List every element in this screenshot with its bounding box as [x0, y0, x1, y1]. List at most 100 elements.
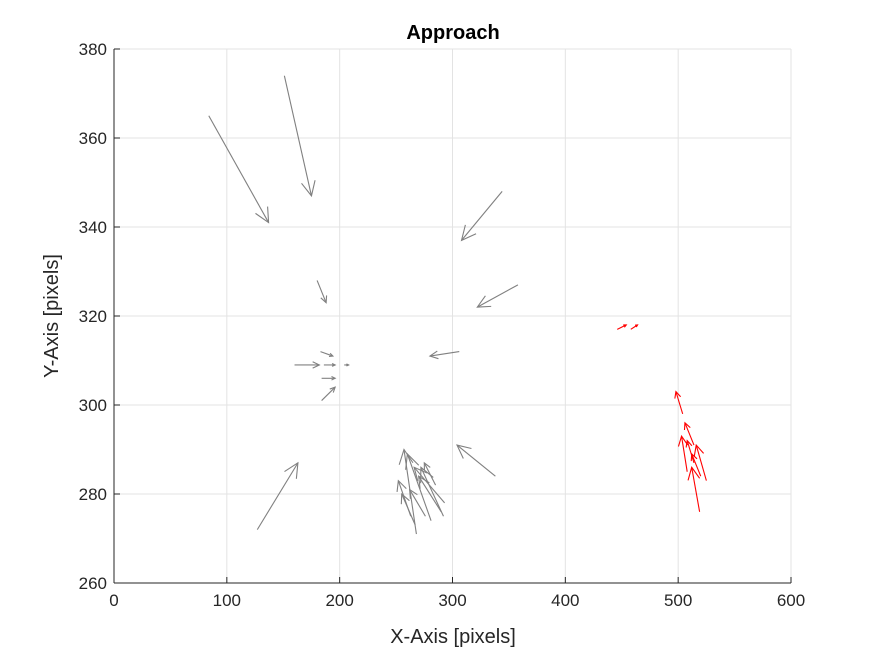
arrow-shaft	[630, 324, 638, 330]
grid-lines	[113, 48, 792, 584]
arrow	[405, 452, 432, 521]
arrow	[683, 421, 695, 446]
arrow	[476, 284, 519, 308]
arrow-head	[683, 421, 691, 431]
arrow-head	[690, 452, 698, 462]
arrow-head	[329, 386, 337, 393]
arrow-head	[400, 492, 410, 505]
y-tick-label: 280	[79, 485, 107, 504]
arrow-head	[693, 443, 705, 457]
arrow-head	[623, 324, 628, 328]
arrow-shaft	[429, 351, 460, 357]
y-axis-label: Y-Axis [pixels]	[41, 254, 63, 378]
arrow	[408, 488, 426, 517]
arrow-shaft	[208, 115, 270, 223]
arrow	[460, 191, 503, 242]
arrow	[208, 115, 270, 224]
arrow	[417, 475, 442, 513]
arrow-head	[476, 295, 492, 308]
x-tick-label: 200	[325, 591, 353, 610]
y-tick-label: 360	[79, 129, 107, 148]
x-tick-label: 400	[551, 591, 579, 610]
arrow	[687, 466, 701, 512]
arrow	[256, 461, 299, 530]
arrow	[283, 75, 316, 198]
arrow-head	[328, 352, 335, 358]
arrow-head	[331, 376, 337, 381]
y-tick-label: 380	[79, 40, 107, 59]
arrow-head	[396, 479, 407, 492]
arrow-head	[685, 439, 693, 448]
arrow-shaft	[423, 462, 437, 486]
arrow-shaft	[477, 284, 519, 308]
tick-labels: 0 100 200 300 400 500 600 260 280 300 320 340 360 380	[79, 40, 806, 610]
arrow-head	[687, 466, 701, 481]
arrow	[321, 376, 337, 381]
arrows	[208, 75, 707, 535]
arrow	[690, 452, 702, 477]
arrow-head	[312, 361, 321, 369]
arrow-shaft	[420, 467, 444, 517]
arrow-shaft	[691, 467, 701, 512]
arrow-head	[398, 448, 414, 465]
arrow	[320, 351, 335, 358]
arrow	[685, 439, 695, 464]
arrow	[677, 434, 689, 472]
arrow-shaft	[283, 75, 312, 196]
y-tick-label: 300	[79, 396, 107, 415]
arrow-head	[634, 324, 639, 328]
arrow	[396, 479, 412, 517]
arrow-head	[428, 350, 439, 360]
arrow-shaft	[461, 191, 503, 241]
arrow	[294, 361, 321, 369]
arrow-shaft	[256, 462, 299, 530]
arrow-head	[255, 206, 270, 224]
arrow-shaft	[681, 436, 688, 472]
arrow-head	[674, 390, 682, 399]
y-tick-label: 340	[79, 218, 107, 237]
arrow	[316, 280, 328, 304]
arrow	[674, 390, 684, 415]
arrow-head	[408, 488, 418, 499]
arrow-head	[677, 434, 689, 447]
arrow-shaft	[695, 444, 707, 481]
arrow-shaft	[456, 444, 496, 477]
arrow-shaft	[686, 440, 695, 464]
arrow	[321, 386, 337, 401]
arrow-shaft	[691, 453, 702, 477]
arrow-head	[456, 444, 472, 459]
arrow	[616, 324, 628, 330]
arrow-head	[417, 475, 430, 489]
arrow-shaft	[316, 280, 327, 303]
arrow-shaft	[406, 453, 432, 521]
x-axis-label: X-Axis [pixels]	[390, 626, 516, 648]
x-tick-label: 500	[664, 591, 692, 610]
arrow-shaft	[675, 391, 684, 415]
chart-title: Approach	[406, 22, 499, 44]
x-tick-label: 300	[438, 591, 466, 610]
arrow-shaft	[616, 324, 627, 330]
x-tick-label: 0	[109, 591, 118, 610]
arrow-shaft	[418, 475, 442, 513]
arrow	[693, 443, 707, 481]
arrow-head	[301, 180, 316, 198]
arrow	[630, 324, 639, 330]
arrow-head	[320, 295, 328, 304]
x-tick-label: 600	[777, 591, 805, 610]
y-tick-label: 260	[79, 574, 107, 593]
arrow	[428, 350, 460, 360]
axes	[113, 48, 792, 584]
arrow	[420, 466, 444, 517]
arrow	[323, 362, 337, 367]
arrow-shaft	[321, 386, 336, 401]
arrow	[344, 363, 350, 367]
arrow-head	[460, 224, 477, 242]
y-tick-label: 320	[79, 307, 107, 326]
arrow-head	[331, 362, 337, 367]
arrow	[456, 444, 496, 477]
x-tick-label: 100	[213, 591, 241, 610]
arrow-shaft	[409, 489, 426, 517]
arrow-head	[284, 461, 299, 479]
arrow-head	[423, 461, 431, 471]
